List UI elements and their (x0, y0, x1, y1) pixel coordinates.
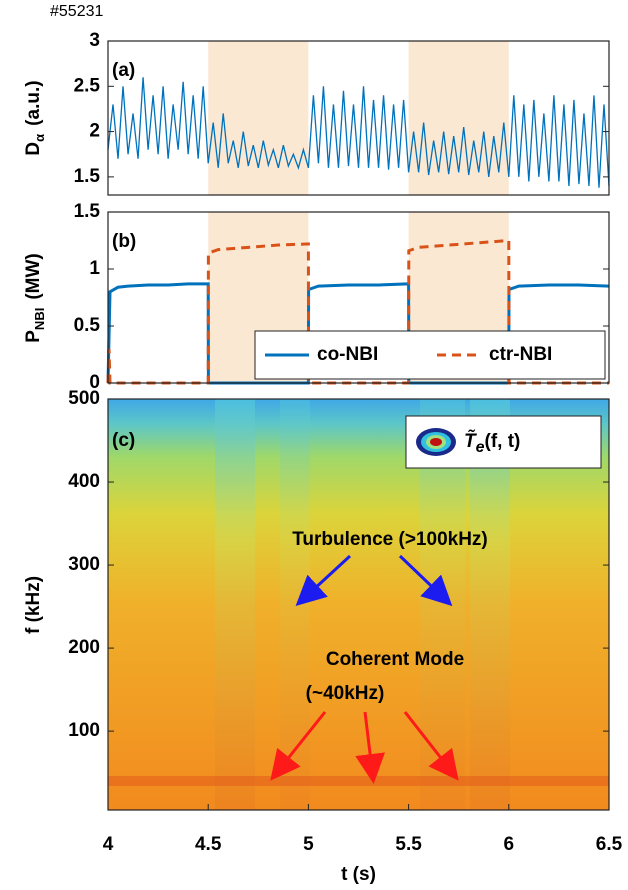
legend: T̃e(f, t) (405, 415, 602, 469)
y-tick-label: 1 (89, 258, 100, 279)
axes-box (107, 398, 610, 811)
x-tick-label: 4.5 (195, 834, 222, 855)
legend-box (254, 330, 606, 380)
y-label-sub: NBI (32, 308, 47, 330)
y-tick-label: 2 (89, 121, 100, 142)
x-axis-label: t (s) (341, 864, 376, 885)
y-label-sub: α (32, 134, 47, 142)
shot-number: #55231 (50, 3, 103, 20)
y-tick-label: 0.5 (74, 315, 101, 336)
y-axis-label: Dα (a.u.) (23, 80, 47, 155)
y-tick-label: 1.5 (74, 201, 101, 222)
y-label-main: D (23, 142, 44, 156)
y-label-unit: (a.u.) (23, 80, 44, 125)
annotation: Turbulence (>100kHz) (292, 529, 488, 550)
y-axis-label: PNBI (MW) (23, 253, 47, 343)
data-line (107, 77, 610, 188)
legend-main: T̃ (464, 429, 477, 452)
y-axis-label: f (kHz) (23, 576, 44, 634)
x-tick-label: 5.5 (395, 834, 422, 855)
y-tick-label: 2.5 (74, 75, 101, 96)
legend: co-NBI ctr-NBI (254, 330, 606, 380)
annotation-arrows (270, 554, 459, 784)
legend-icon (430, 438, 442, 446)
x-tick-label: 6.5 (596, 834, 623, 855)
panel-label: (c) (112, 430, 135, 451)
y-tick-label: 300 (68, 554, 100, 575)
x-tick-label: 4 (103, 834, 114, 855)
y-tick-label: 400 (68, 471, 100, 492)
y-tick-label: 3 (89, 30, 100, 51)
panel-label: (a) (112, 60, 135, 81)
data-line (106, 282, 610, 385)
panel: 100 200 300 400 500 4 4.5 5 5.5 6 6.5 t (s) (c) f (kH… (23, 388, 623, 885)
y-label-main: f (kHz) (23, 576, 44, 634)
axes-box (107, 40, 610, 196)
panel: 1.5 2 2.5 3 (a) Dα (a.u.) (23, 30, 610, 196)
x-tick-label: 6 (504, 834, 515, 855)
legend-label: T̃e(f, t) (464, 429, 520, 456)
legend-sub: e (476, 439, 485, 456)
y-tick-label: 500 (68, 388, 100, 409)
y-tick-label: 0 (89, 372, 100, 393)
panel: 0 0.5 1 1.5 (b) PNBI (MW) co-NBI ctr-NBI (23, 201, 610, 393)
annotation: (~40kHz) (306, 683, 385, 704)
legend-label: co-NBI (317, 344, 378, 365)
legend-label: ctr-NBI (489, 344, 552, 365)
y-label-main: P (23, 330, 44, 343)
annotation: Coherent Mode (326, 649, 464, 670)
y-tick-label: 1.5 (74, 166, 101, 187)
x-tick-label: 5 (303, 834, 314, 855)
panel-label: (b) (112, 231, 136, 252)
y-tick-label: 100 (68, 720, 100, 741)
y-tick-label: 200 (68, 637, 100, 658)
highlight-span (208, 41, 309, 195)
axes-box (107, 211, 610, 384)
legend-rest: (f, t) (485, 431, 521, 452)
y-label-unit: (MW) (23, 253, 44, 299)
